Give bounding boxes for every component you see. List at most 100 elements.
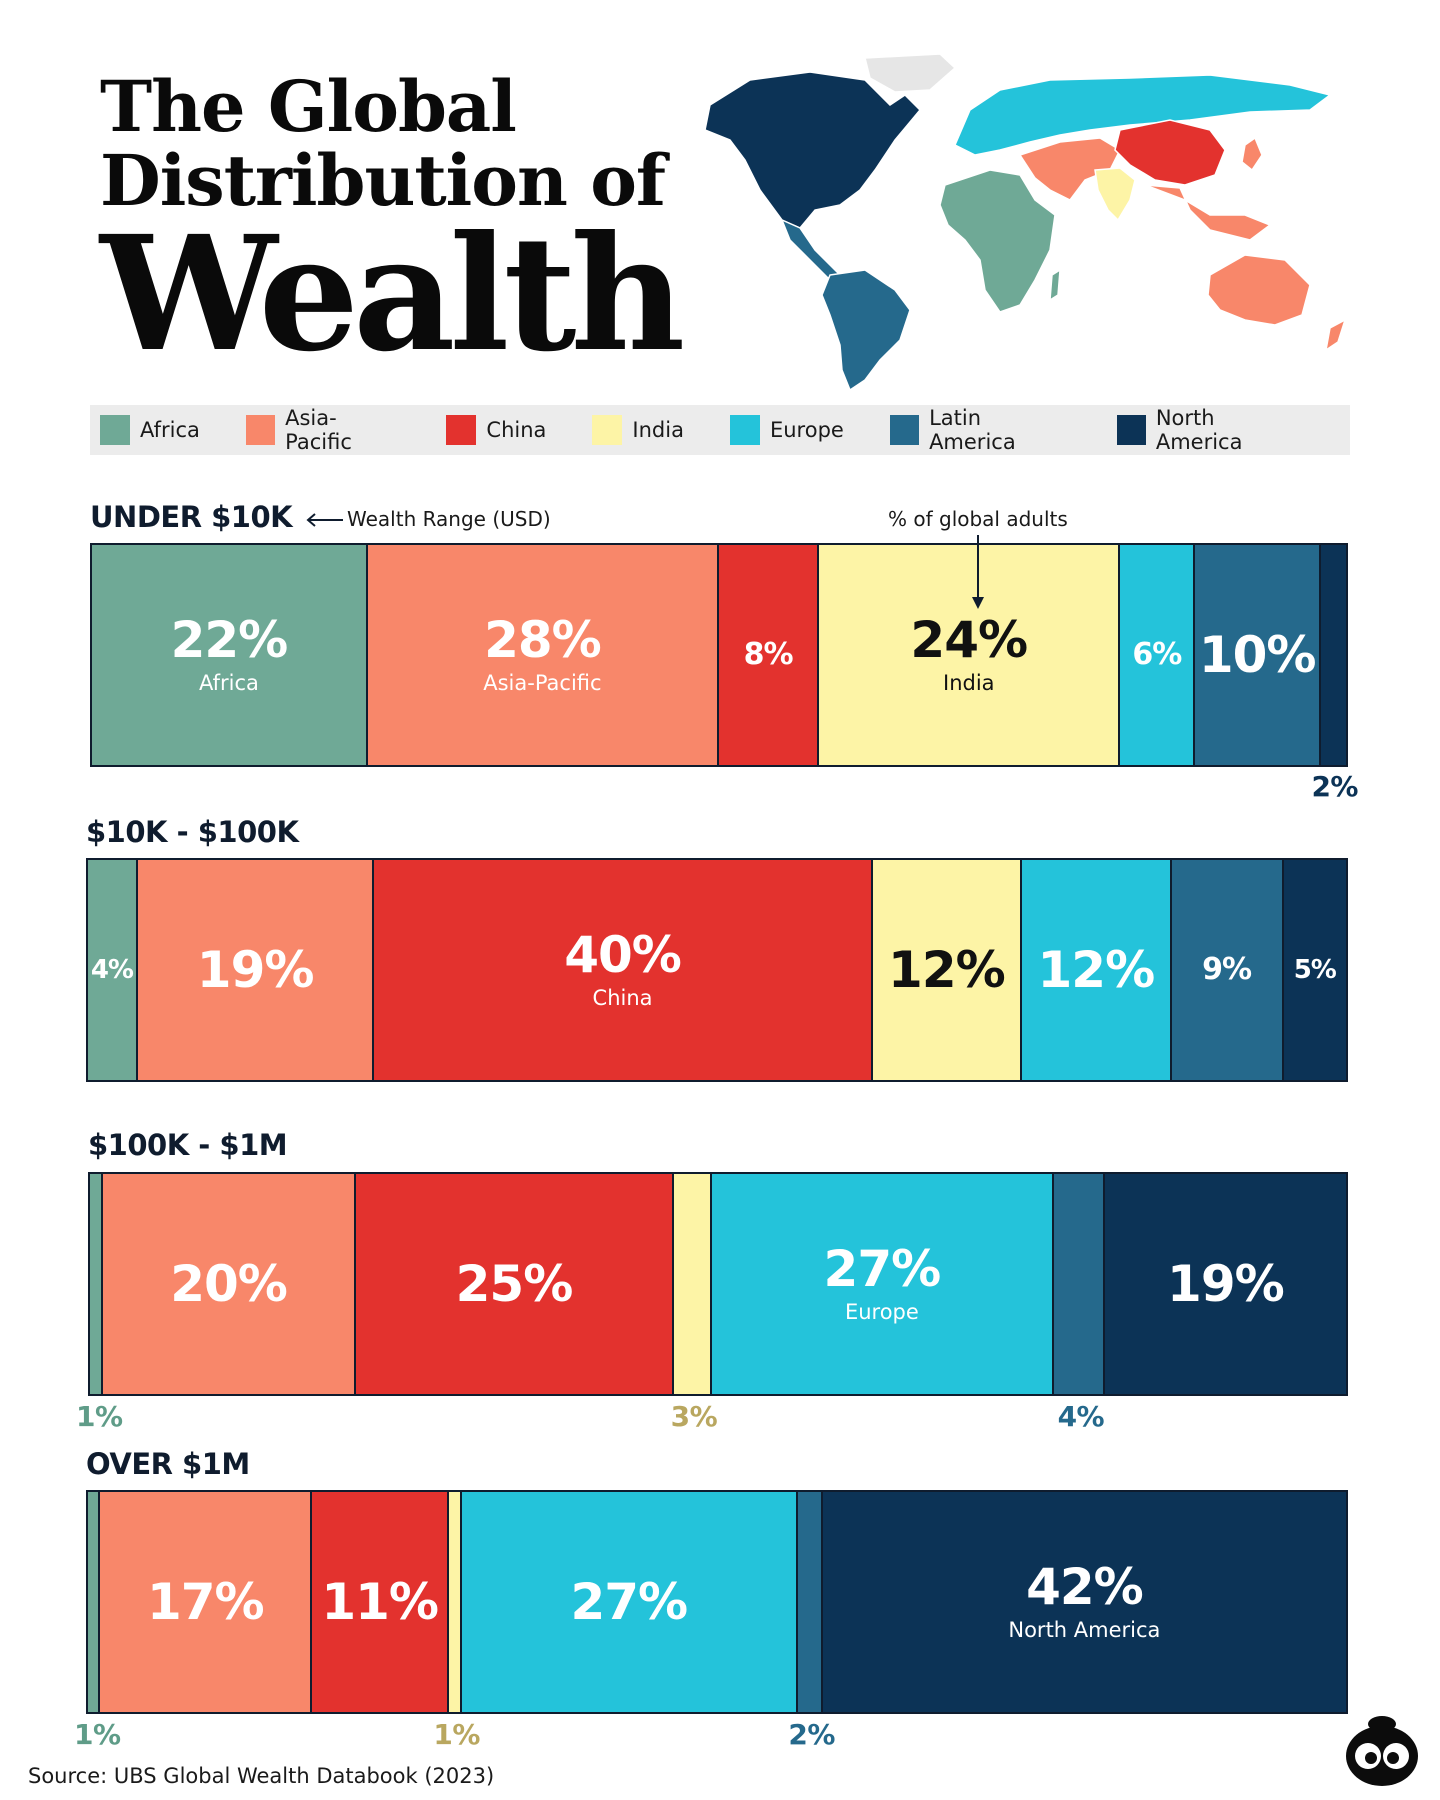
logo-icon: [1346, 1716, 1418, 1786]
legend-label: Africa: [140, 418, 200, 442]
bar-segment-india: 12%: [872, 860, 1023, 1080]
legend-label: North America: [1155, 406, 1243, 454]
map-australia: [1207, 254, 1311, 326]
bar-segment-europe: 6%: [1120, 545, 1196, 765]
bar-segment-china: 25%: [356, 1174, 674, 1394]
row-title: $10K - $100K: [86, 815, 299, 849]
value-label: 28%: [484, 611, 602, 669]
map-japan: [1241, 136, 1263, 172]
segment-name-label: China: [592, 986, 653, 1010]
outside-value-label: 3%: [670, 1400, 718, 1433]
value-label: 10%: [1198, 626, 1317, 684]
map-south-america: [821, 269, 911, 392]
bar-segment-north-america: [1320, 545, 1346, 765]
outside-value-label: 1%: [433, 1718, 480, 1751]
segment-name-label: Africa: [198, 671, 259, 695]
map-north-america: [704, 71, 922, 229]
value-label: 20%: [170, 1255, 288, 1313]
source-note: Source: UBS Global Wealth Databook (2023…: [28, 1764, 495, 1788]
page-title: The Global Distribution of Wealth: [100, 65, 685, 387]
value-label: 42%: [1026, 1558, 1144, 1616]
bar-segment-china: 8%: [718, 545, 820, 765]
map-china: [1114, 119, 1226, 186]
bar-segment-north-america: 19%: [1104, 1174, 1346, 1394]
bar-segment-latin-america: 10%: [1195, 545, 1321, 765]
bar-segment-africa: [88, 1492, 101, 1712]
stacked-bar: 4% 19% 40% China 12% 12% 9% 5%: [86, 858, 1348, 1082]
bar-segment-africa: 22% Africa: [92, 545, 368, 765]
legend-swatch: [1116, 415, 1146, 445]
legend-swatch: [100, 415, 130, 445]
bar-segment-india: [449, 1492, 462, 1712]
legend-label: Europe: [769, 418, 844, 442]
bar-segment-india: [673, 1174, 712, 1394]
bar-segment-asia-pacific: 28% Asia-Pacific: [367, 545, 719, 765]
value-label: 5%: [1293, 955, 1337, 985]
stacked-bar: 20% 25% 27% Europe 19%: [88, 1172, 1348, 1396]
bar-segment-asia-pacific: 17%: [100, 1492, 313, 1712]
title-line-1: The Global: [100, 65, 517, 148]
value-label: 9%: [1202, 952, 1252, 987]
legend-label: Asia-Pacific: [285, 406, 352, 454]
legend-item-africa: Africa: [100, 415, 200, 445]
outside-value-label: 4%: [1057, 1400, 1105, 1433]
legend-swatch: [889, 415, 920, 445]
value-label: 4%: [90, 955, 134, 985]
pct-global-arrow: [972, 535, 984, 609]
bar-segment-europe: 27% Europe: [711, 1174, 1055, 1394]
bar-segment-asia-pacific: 19%: [137, 860, 375, 1080]
row-title: UNDER $10K: [90, 500, 293, 534]
map-madagascar: [1049, 268, 1061, 302]
legend-item-europe: Europe: [729, 415, 844, 445]
outside-value-label: 1%: [76, 1400, 123, 1433]
bar-segment-north-america: 42% North America: [822, 1492, 1346, 1712]
value-label: 27%: [570, 1573, 688, 1631]
map-central-america: [780, 218, 842, 279]
legend-item-asia-pacific: Asia-Pacific: [245, 406, 401, 454]
outside-value-label: 2%: [788, 1718, 835, 1751]
map-europe: [954, 74, 1332, 156]
map-new-zealand: [1324, 318, 1347, 352]
map-india: [1094, 167, 1136, 222]
segment-name-label: Asia-Pacific: [483, 671, 602, 695]
legend-swatch: [592, 415, 623, 445]
bar-segment-north-america: 5%: [1283, 860, 1346, 1080]
legend-swatch: [446, 415, 477, 445]
legend-label: China: [486, 418, 547, 442]
bar-segment-europe: 12%: [1022, 860, 1172, 1080]
bar-segment-latin-america: [797, 1492, 823, 1712]
row-title: OVER $1M: [86, 1447, 250, 1481]
value-label: 8%: [743, 637, 794, 672]
legend-swatch: [245, 415, 276, 445]
outside-value-label: 2%: [1311, 770, 1358, 803]
wealth-range-note: Wealth Range (USD): [347, 507, 551, 531]
value-label: 6%: [1132, 637, 1182, 672]
title-line-3: Wealth: [100, 202, 685, 387]
segment-name-label: Europe: [844, 1300, 919, 1324]
outside-value-label: 1%: [74, 1718, 121, 1751]
legend-item-india: India: [592, 415, 684, 445]
bar-segment-africa: [90, 1174, 103, 1394]
wealth-range-arrow: [306, 513, 343, 527]
bar-segment-africa: 4%: [88, 860, 138, 1080]
value-label: 12%: [1037, 941, 1155, 999]
row-title: $100K - $1M: [88, 1128, 288, 1162]
map-greenland: [864, 53, 957, 93]
value-label: 40%: [564, 926, 682, 984]
bar-segment-latin-america: 9%: [1171, 860, 1284, 1080]
bar-segment-china: 11%: [312, 1492, 450, 1712]
legend: Africa Asia-Pacific China India Europe Latin …: [90, 405, 1350, 455]
bar-segment-china: 40% China: [374, 860, 873, 1080]
value-label: 19%: [1167, 1255, 1285, 1313]
title-line-2: Distribution of: [100, 139, 666, 222]
legend-item-north-america: North America: [1116, 406, 1304, 454]
stacked-bar: 17% 11% 27% 42% North America: [86, 1490, 1348, 1714]
pct-global-note: % of global adults: [888, 507, 1068, 531]
bar-segment-europe: 27%: [461, 1492, 798, 1712]
bar-segment-asia-pacific: 20%: [102, 1174, 357, 1394]
segment-name-label: North America: [1008, 1618, 1161, 1642]
value-label: 24%: [910, 611, 1028, 669]
map-southeast-asia: [1144, 184, 1272, 241]
legend-swatch: [729, 415, 760, 445]
legend-label: India: [632, 418, 684, 442]
